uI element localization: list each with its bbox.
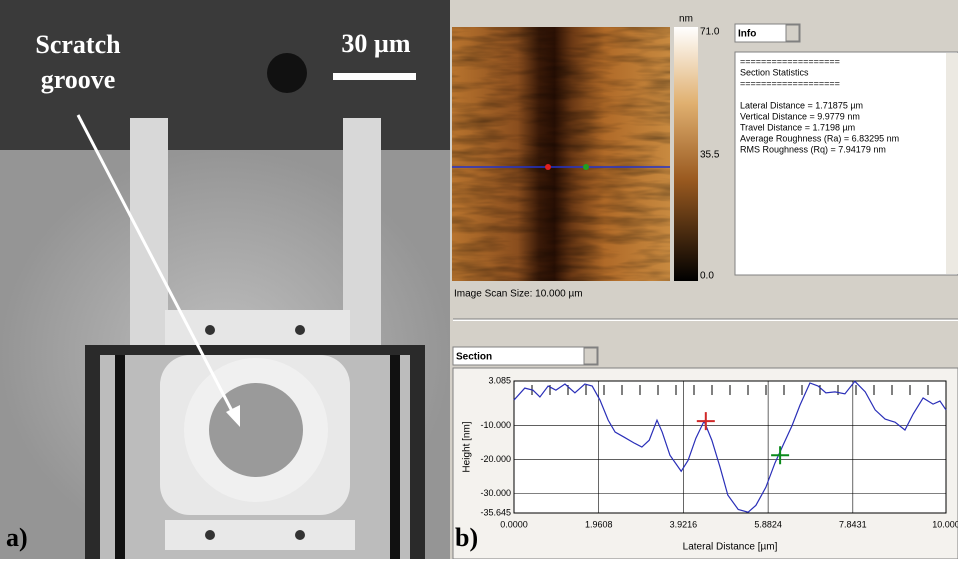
panel-a: Scratch groove 30 µm a) <box>0 0 450 559</box>
x-tick-label: 10.000 <box>932 519 958 529</box>
info-box <box>734 51 958 276</box>
info-line: RMS Roughness (Rq) = 7.94179 nm <box>740 144 886 154</box>
y-axis-label: Height [nm] <box>462 421 473 472</box>
x-tick-label: 7.8431 <box>839 519 867 529</box>
x-tick-label: 5.8824 <box>754 519 782 529</box>
info-line: =================== <box>740 78 840 88</box>
dropdown-label: Section <box>456 352 492 363</box>
x-tick-label: 3.9216 <box>670 519 698 529</box>
panel-label: a) <box>6 523 28 552</box>
info-line: Lateral Distance = 1.71875 µm <box>740 100 863 110</box>
annotation: Scratch <box>35 30 121 59</box>
y-tick-label: -20.000 <box>480 454 511 464</box>
info-line: Vertical Distance = 9.9779 nm <box>740 111 860 121</box>
scale-bar-label: 30 µm <box>341 29 410 58</box>
y-tick-label: -35.645 <box>480 507 511 517</box>
colorbar-label: 35.5 <box>700 150 720 161</box>
cursor-marker <box>696 412 715 431</box>
section-dropdown[interactable] <box>452 346 599 366</box>
panel-label: b) <box>455 523 478 552</box>
info-line: Average Roughness (Ra) = 6.83295 nm <box>740 133 899 143</box>
y-tick-label: -30.000 <box>480 488 511 498</box>
info-line: Section Statistics <box>740 67 809 77</box>
y-tick-label: -10.000 <box>480 420 511 430</box>
dropdown-label: Info <box>738 29 756 40</box>
line-series <box>513 380 947 513</box>
colorbar-unit: nm <box>679 14 693 25</box>
info-line: =================== <box>740 56 840 66</box>
info-dropdown[interactable] <box>734 23 801 43</box>
colorbar-label: 0.0 <box>700 271 714 282</box>
scrollbar[interactable] <box>946 53 958 274</box>
info-line: Travel Distance = 1.7198 µm <box>740 122 855 132</box>
cursor-marker <box>771 446 790 465</box>
scan-size: Image Scan Size: 10.000 µm <box>454 289 583 300</box>
x-axis-label: Lateral Distance [µm] <box>683 542 778 553</box>
panel-b: nm 71.0 35.5 0.0 Image Scan Size: 10.000… <box>450 0 958 560</box>
annotation: groove <box>41 65 116 94</box>
colorbar-label: 71.0 <box>700 27 720 38</box>
y-tick-label: 3.085 <box>488 375 511 385</box>
x-tick-label: 1.9608 <box>585 519 613 529</box>
x-tick-label: 0.0000 <box>500 519 528 529</box>
